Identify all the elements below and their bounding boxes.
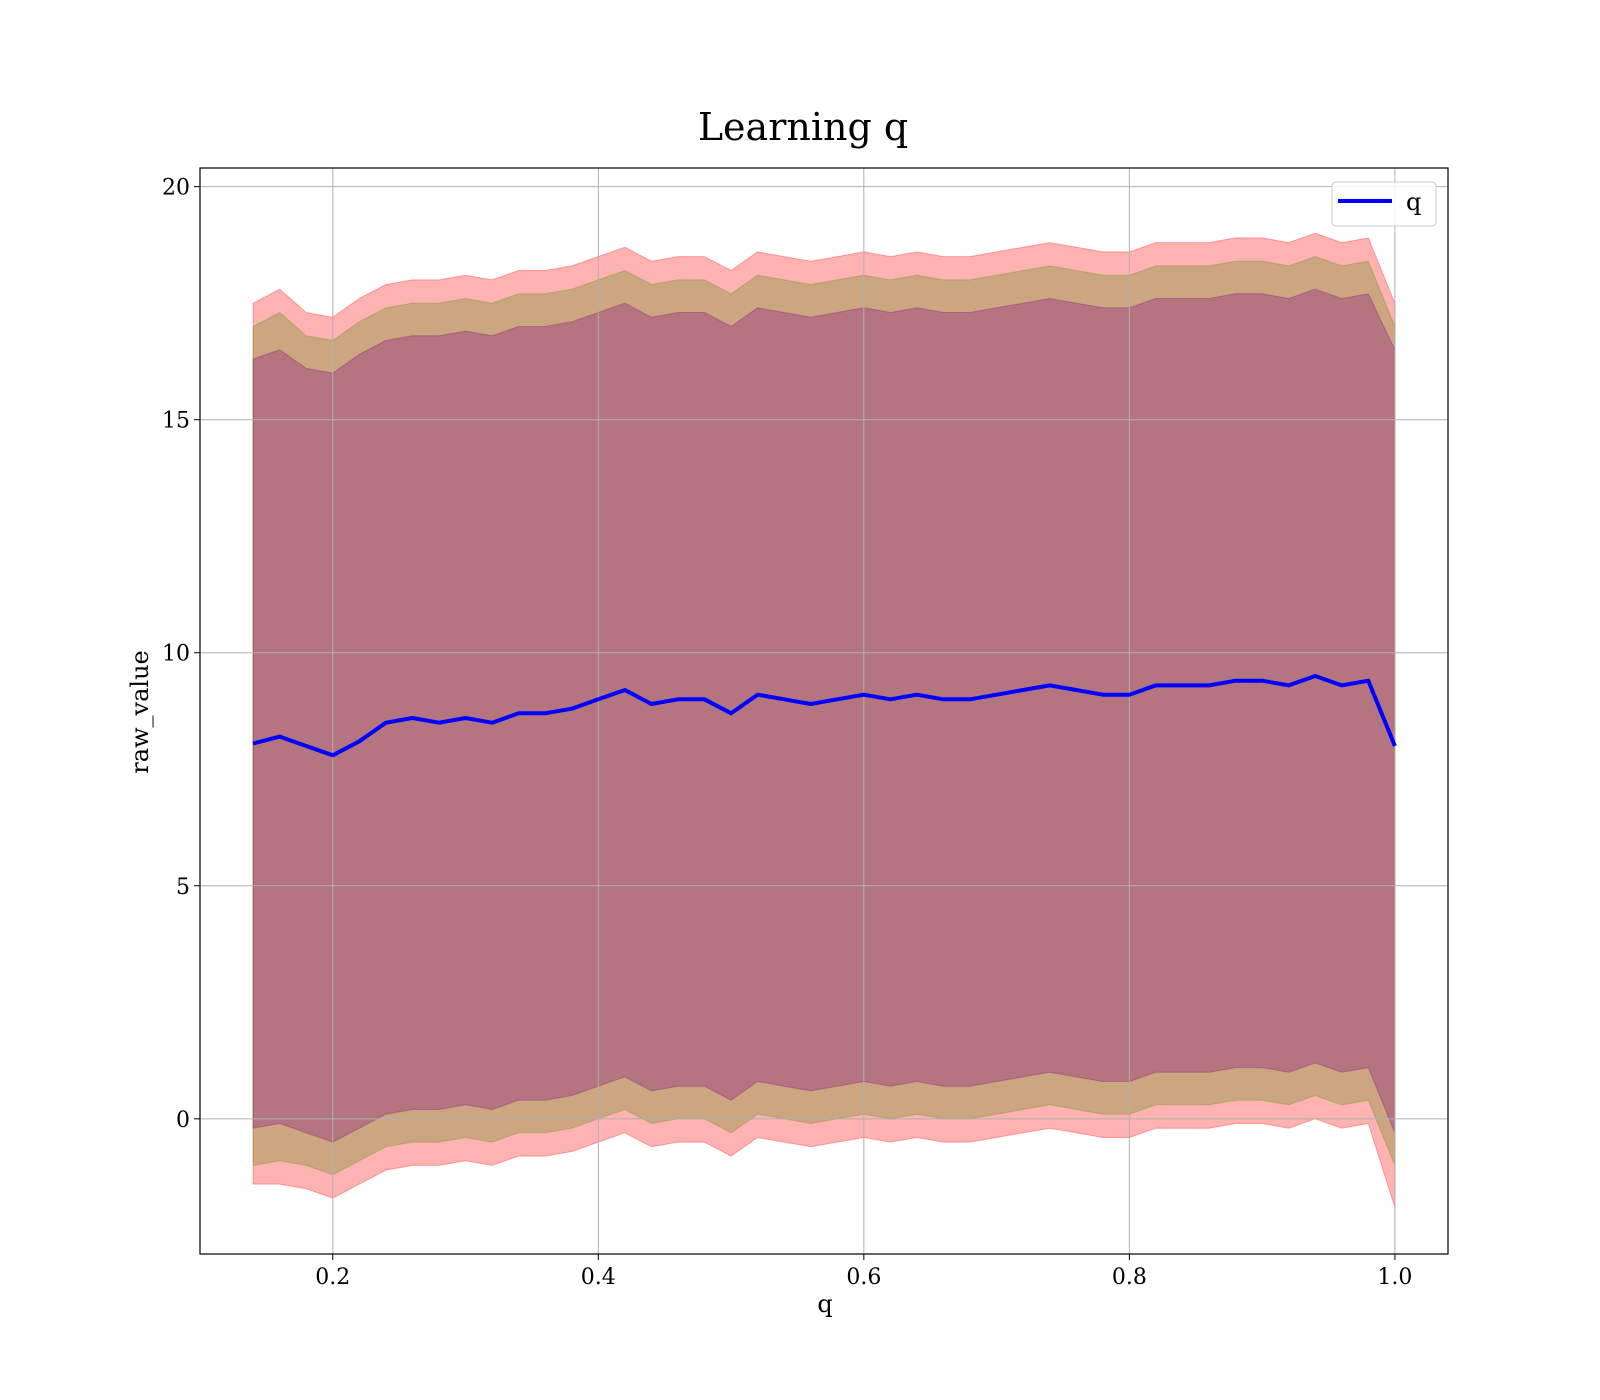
legend-label: q xyxy=(1406,188,1421,216)
legend-box xyxy=(1331,181,1437,227)
x-axis: 0.2 0.4 0.6 0.8 1.0 xyxy=(315,1254,1412,1290)
y-tick-label: 5 xyxy=(176,875,190,900)
x-tick-label: 0.6 xyxy=(846,1265,881,1290)
y-tick-label: 20 xyxy=(162,176,190,201)
x-tick-label: 1.0 xyxy=(1377,1265,1412,1290)
x-tick-label: 0.2 xyxy=(315,1265,350,1290)
plot-area xyxy=(199,167,1449,1255)
lines-group xyxy=(252,674,1397,758)
legend: q xyxy=(1331,181,1437,227)
y-tick-label: 15 xyxy=(162,409,190,434)
band-core xyxy=(252,288,1396,1143)
y-axis-label: raw_value xyxy=(126,650,154,774)
y-tick-label: 0 xyxy=(176,1108,190,1133)
chart-title: Learning q xyxy=(698,105,908,149)
grid-lines xyxy=(200,168,1448,1254)
x-tick-label: 0.4 xyxy=(581,1265,616,1290)
plot-frame xyxy=(199,167,1449,1255)
x-axis-label: q xyxy=(817,1290,832,1318)
y-tick-label: 10 xyxy=(162,642,190,667)
series-line-q xyxy=(252,674,1397,758)
y-axis: 0 5 10 15 20 xyxy=(162,176,200,1133)
x-tick-label: 0.8 xyxy=(1112,1265,1147,1290)
bands-group xyxy=(252,232,1396,1208)
